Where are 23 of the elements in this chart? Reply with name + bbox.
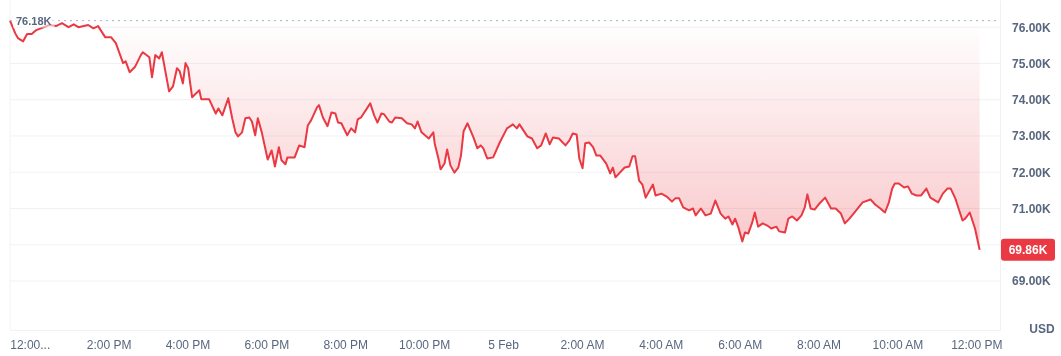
y-tick-label: 76.00K — [1012, 20, 1052, 35]
x-tick-label: 12:00 PM — [951, 337, 1003, 352]
x-tick-label: 4:00 AM — [639, 337, 684, 352]
x-tick-label: 10:00 AM — [872, 337, 924, 352]
x-tick-label: 8:00 AM — [797, 337, 842, 352]
y-tick-label: 75.00K — [1012, 56, 1052, 71]
y-tick-label: 73.00K — [1012, 129, 1052, 144]
x-tick-label: 6:00 AM — [718, 337, 763, 352]
x-tick-label: 8:00 PM — [323, 337, 369, 352]
x-tick-label: 4:00 PM — [165, 337, 211, 352]
x-tick-label: 2:00 PM — [86, 337, 132, 352]
x-tick-label: 5 Feb — [488, 337, 520, 352]
x-tick-label: 6:00 PM — [244, 337, 290, 352]
x-tick-label: 12:00... — [10, 337, 51, 352]
ref-line-label: 76.18K — [16, 14, 52, 27]
y-axis-title: USD — [1029, 322, 1055, 336]
y-tick-label: 71.00K — [1012, 201, 1052, 216]
annotation: 69.86K — [1008, 242, 1048, 257]
x-tick-label: 10:00 PM — [398, 337, 451, 352]
y-tick-label: 74.00K — [1012, 93, 1052, 108]
y-tick-label: 72.00K — [1012, 165, 1052, 180]
y-tick-label: 69.00K — [1012, 274, 1052, 289]
x-tick-label: 2:00 AM — [560, 337, 605, 352]
